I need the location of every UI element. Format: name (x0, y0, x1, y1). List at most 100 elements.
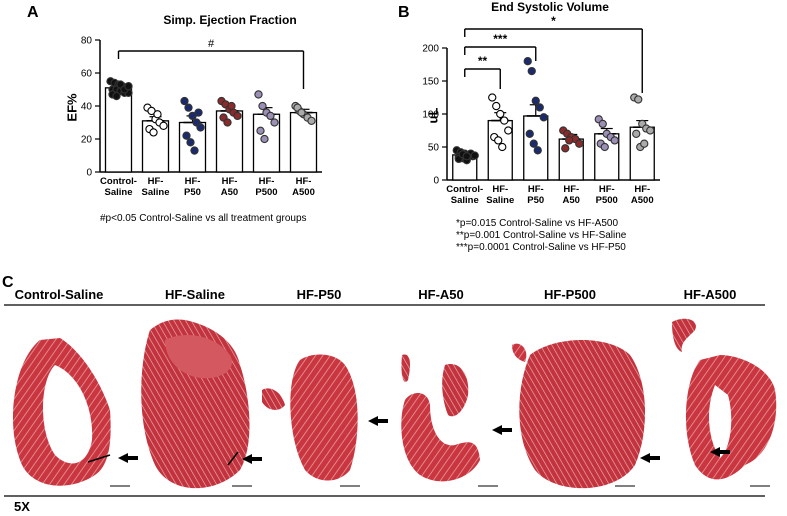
category-label: HF- (492, 184, 508, 195)
data-point (598, 119, 607, 129)
category-label: HF- (634, 184, 650, 195)
significance-marker: # (208, 38, 215, 50)
category-label: A50 (221, 187, 238, 198)
data-point (533, 146, 542, 155)
data-point (500, 116, 509, 125)
data-point (270, 118, 279, 127)
data-point (539, 113, 548, 122)
histology-label-hf-saline: HF-Saline (165, 287, 225, 302)
bar (215, 110, 244, 173)
data-point (492, 101, 501, 111)
category-label: P50 (527, 195, 544, 206)
category-label: Control- (100, 176, 137, 187)
data-point (227, 101, 236, 111)
histology-label-control-saline: Control-Saline (14, 287, 104, 302)
category-label: A50 (563, 195, 580, 206)
y-tick-label: 0 (433, 176, 439, 187)
y-tick-label: 100 (422, 110, 439, 121)
y-tick-label: 40 (81, 102, 93, 113)
data-point (180, 96, 189, 106)
data-point (266, 111, 275, 121)
magnification-label: 5X (14, 499, 30, 514)
chart-a: 020406080Control-SalineHF-SalineHF-P50HF… (81, 36, 322, 198)
data-point (256, 126, 265, 135)
heart-section-hf-p50 (262, 354, 388, 487)
y-tick-label: 20 (81, 135, 93, 146)
data-point (223, 118, 232, 127)
data-point (149, 128, 158, 137)
data-point (196, 123, 205, 132)
data-point (258, 101, 267, 111)
heart-section-hf-a500 (672, 318, 777, 487)
significance-marker: ** (478, 54, 488, 68)
data-point (112, 91, 121, 101)
heart-section-hf-saline (141, 319, 262, 489)
category-label: HF- (148, 176, 164, 187)
category-label: HF- (185, 176, 201, 187)
data-point (600, 142, 609, 152)
category-label: HF- (528, 184, 544, 195)
data-point (565, 136, 574, 145)
category-label: P500 (255, 187, 277, 198)
data-point (159, 121, 168, 130)
category-label: P500 (596, 195, 618, 206)
data-point (646, 126, 655, 135)
chart-b-note-2: **p=0.001 Control-Saline vs HF-Saline (456, 230, 627, 241)
data-point (190, 146, 199, 155)
category-label: Saline (142, 187, 170, 198)
histology-label-hf-p500: HF-P500 (543, 287, 597, 302)
category-label: Saline (105, 187, 133, 198)
category-label: A500 (631, 195, 654, 206)
data-point (254, 90, 263, 99)
data-point (260, 134, 269, 144)
chart-b-note-3: ***p=0.0001 Control-Saline vs HF-P50 (456, 242, 626, 253)
significance-marker: * (551, 14, 556, 28)
panel-label-c: C (2, 274, 14, 291)
data-point (561, 144, 570, 153)
histology-label-hf-p50: HF-P50 (296, 287, 342, 302)
category-label: HF- (296, 176, 312, 187)
histology-label-hf-a500: HF-A500 (683, 287, 737, 302)
data-point (297, 108, 306, 117)
data-point (462, 152, 471, 161)
category-label: Control- (446, 184, 483, 195)
data-point (504, 126, 513, 135)
data-point (610, 136, 619, 145)
y-tick-label: 0 (86, 168, 92, 179)
data-point (634, 95, 643, 104)
data-point (182, 131, 191, 140)
significance-marker: *** (493, 32, 507, 46)
chart-b-title: End Systolic Volume (491, 0, 609, 14)
data-point (523, 57, 532, 66)
panel-label-a: A (27, 4, 39, 21)
category-label: HF- (599, 184, 615, 195)
category-label: Saline (451, 195, 479, 206)
data-point (632, 129, 641, 138)
data-point (186, 138, 195, 147)
y-tick-label: 60 (81, 69, 93, 80)
category-label: P50 (184, 187, 201, 198)
data-point (531, 96, 540, 105)
data-point (527, 66, 536, 76)
data-point (233, 111, 242, 121)
category-label: HF- (563, 184, 579, 195)
data-point (307, 116, 316, 125)
chart-a-note: #p<0.05 Control-Saline vs all treatment … (100, 213, 307, 224)
data-point (535, 103, 544, 112)
chart-b: 050100150200Control-SalineHF-SalineHF-P5… (422, 14, 660, 206)
data-point (575, 139, 584, 148)
data-point (194, 108, 203, 117)
y-tick-label: 150 (422, 77, 439, 88)
y-tick-label: 80 (81, 36, 93, 47)
data-point (124, 82, 133, 91)
data-point (529, 139, 538, 148)
y-tick-label: 50 (428, 143, 440, 154)
chart-a-title: Simp. Ejection Fraction (163, 13, 297, 27)
data-point (184, 103, 193, 112)
data-point (498, 142, 507, 152)
data-point (496, 109, 505, 119)
chart-b-note-1: *p=0.015 Control-Saline vs HF-A500 (456, 218, 619, 229)
heart-section-hf-p500 (512, 340, 660, 489)
data-point (153, 110, 162, 119)
category-label: HF- (259, 176, 275, 187)
